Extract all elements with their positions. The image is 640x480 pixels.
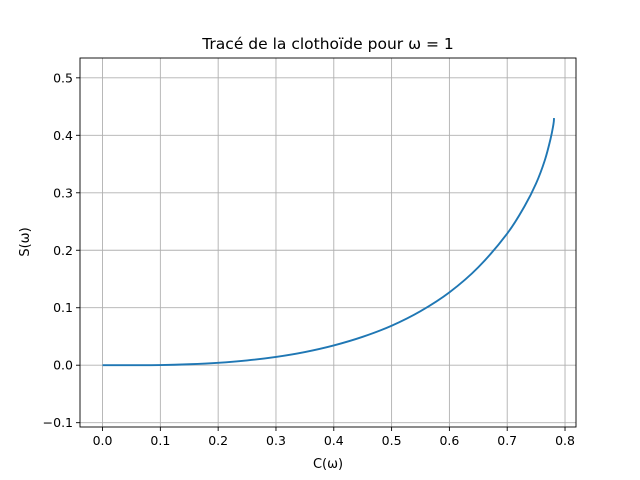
x-tick-label: 0.8 — [555, 433, 575, 448]
chart-title: Tracé de la clothoïde pour ω = 1 — [201, 35, 454, 53]
y-tick-label: 0.0 — [53, 358, 73, 373]
y-axis-label: S(ω) — [18, 227, 33, 256]
series-layer — [102, 117, 555, 367]
y-tick-label: 0.4 — [53, 128, 73, 143]
y-tick-label: 0.5 — [53, 70, 73, 85]
x-tick-label: 0.1 — [150, 433, 170, 448]
y-tick-label: 0.2 — [53, 243, 73, 258]
tick-layer: 0.0 0.1 0.2 0.3 0.4 0.5 0.6 0.7 0.8 −0.1 0.0 0.1 0.2… — [43, 70, 575, 448]
plot-frame — [79, 57, 577, 428]
x-axis-label: C(ω) — [313, 457, 343, 472]
y-tick-label: −0.1 — [43, 415, 73, 430]
x-tick-label: 0.6 — [439, 433, 459, 448]
x-tick-label: 0.4 — [324, 433, 344, 448]
y-tick-label: 0.3 — [53, 185, 73, 200]
y-tick-label: 0.1 — [53, 300, 73, 315]
x-tick-label: 0.7 — [497, 433, 517, 448]
clothoid-series-line — [102, 117, 555, 367]
x-tick-label: 0.0 — [93, 433, 113, 448]
x-tick-label: 0.3 — [266, 433, 286, 448]
x-tick-label: 0.2 — [208, 433, 228, 448]
x-tick-label: 0.5 — [382, 433, 402, 448]
